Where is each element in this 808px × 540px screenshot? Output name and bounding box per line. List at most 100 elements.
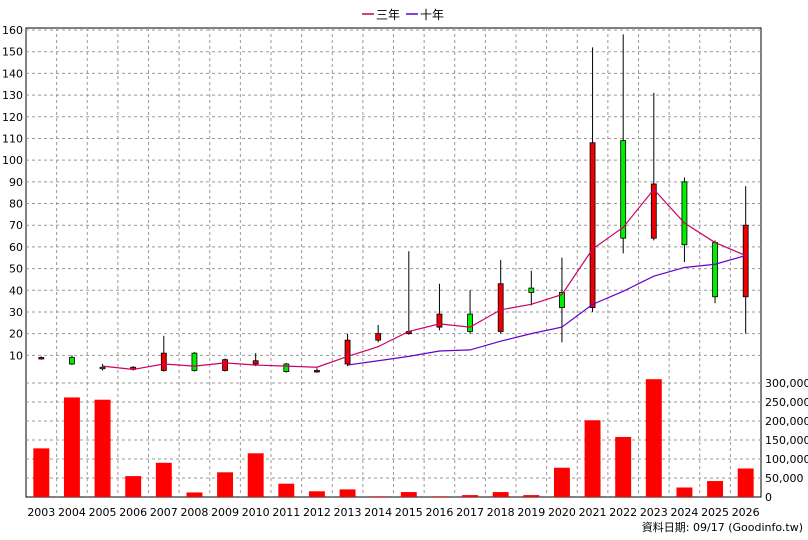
volume-bar [523, 495, 540, 497]
year-axis: 2003 2004 2005 2006 2007 2008 2009 2010 2011 2012… [27, 506, 759, 519]
line-ten-year [347, 254, 746, 366]
year-tick-label: 2019 [517, 506, 545, 519]
candle-body [38, 357, 45, 360]
price-tick-label: 70 [9, 219, 23, 232]
price-tick-label: 140 [2, 67, 23, 80]
volume-bar [247, 453, 264, 497]
price-tick-label: 30 [9, 306, 23, 319]
volume-bar [737, 468, 754, 497]
volume-bars [33, 379, 754, 497]
price-tick-label: 130 [2, 89, 23, 102]
price-tick-label: 90 [9, 176, 23, 189]
candle-body [436, 313, 443, 328]
candle-body [528, 287, 535, 293]
volume-bar [645, 379, 662, 497]
price-tick-label: 50 [9, 263, 23, 276]
year-tick-label: 2009 [211, 506, 239, 519]
volume-bar [63, 397, 80, 497]
candle-body [742, 224, 749, 298]
volume-bar [553, 467, 570, 497]
volume-tick-label: 100,000 [765, 453, 808, 466]
price-tick-label: 20 [9, 328, 23, 341]
price-tick-label: 120 [2, 111, 23, 124]
candle-body [314, 370, 320, 373]
volume-bar [492, 492, 509, 497]
candle-body [497, 283, 504, 332]
volume-bar [400, 492, 417, 497]
year-tick-label: 2022 [609, 506, 637, 519]
candle-body [252, 360, 259, 365]
volume-tick-label: 300,000 [765, 377, 808, 390]
volume-bar [278, 483, 295, 497]
price-tick-label: 60 [9, 241, 23, 254]
candle-body [99, 366, 106, 370]
year-tick-label: 2020 [548, 506, 576, 519]
year-tick-label: 2007 [150, 506, 178, 519]
year-tick-label: 2005 [89, 506, 117, 519]
year-tick-label: 2016 [425, 506, 453, 519]
volume-axis: 0 50,000 100,000 150,000 200,000 250,000 300,0… [765, 377, 808, 504]
candle-body [681, 181, 688, 246]
volume-tick-label: 0 [765, 491, 772, 504]
year-tick-label: 2018 [487, 506, 515, 519]
candlesticks [38, 34, 749, 373]
year-tick-label: 2012 [303, 506, 331, 519]
volume-tick-label: 200,000 [765, 415, 808, 428]
candle-body [222, 359, 228, 371]
volume-tick-label: 150,000 [765, 434, 808, 447]
price-axis: 10 20 30 40 50 60 70 80 90 100 110 120 130 140 150 160 [2, 24, 23, 362]
year-tick-label: 2010 [242, 506, 270, 519]
year-tick-label: 2024 [670, 506, 698, 519]
volume-bar [125, 476, 142, 497]
line-three-year [102, 188, 746, 371]
price-tick-label: 80 [9, 198, 23, 211]
volume-bar [615, 436, 632, 497]
source-note: 資料日期: 09/17 (Goodinfo.tw) [642, 520, 803, 534]
price-tick-label: 40 [9, 284, 23, 297]
year-tick-label: 2017 [456, 506, 484, 519]
candle-body [344, 339, 351, 365]
candle-body [467, 313, 473, 332]
year-tick-label: 2021 [579, 506, 607, 519]
volume-bar [308, 491, 325, 497]
candle-body [559, 292, 565, 309]
year-tick-label: 2014 [364, 506, 392, 519]
candle-body [650, 183, 657, 239]
volume-bar [94, 399, 111, 497]
candle-body [69, 357, 75, 365]
year-tick-label: 2008 [180, 506, 208, 519]
candle-body [620, 140, 627, 239]
candle-body [160, 352, 167, 371]
candle-body [375, 333, 382, 341]
legend: 三年 十年 [362, 8, 444, 22]
volume-tick-label: 250,000 [765, 396, 808, 409]
average-lines [102, 188, 746, 371]
year-tick-label: 2004 [58, 506, 86, 519]
year-tick-label: 2006 [119, 506, 147, 519]
year-tick-label: 2003 [27, 506, 55, 519]
candle-body [589, 142, 596, 308]
price-tick-label: 110 [2, 132, 23, 145]
year-tick-label: 2015 [395, 506, 423, 519]
candle-body [712, 242, 718, 298]
price-tick-label: 150 [2, 46, 23, 59]
price-tick-label: 10 [9, 349, 23, 362]
volume-bar [676, 487, 693, 497]
volume-bar [370, 496, 387, 497]
year-tick-label: 2025 [701, 506, 729, 519]
volume-bar [217, 472, 234, 497]
volume-bar [707, 481, 724, 497]
grid [26, 28, 761, 497]
candle-body [191, 352, 198, 371]
year-tick-label: 2023 [640, 506, 668, 519]
volume-bar [339, 489, 356, 497]
volume-bar [155, 462, 172, 497]
legend-label-ten-year: 十年 [420, 8, 444, 22]
volume-bar [462, 495, 479, 497]
price-tick-label: 160 [2, 24, 23, 37]
volume-bar [186, 492, 203, 497]
volume-tick-label: 50,000 [765, 472, 804, 485]
year-tick-label: 2013 [334, 506, 362, 519]
volume-bar [431, 496, 448, 497]
